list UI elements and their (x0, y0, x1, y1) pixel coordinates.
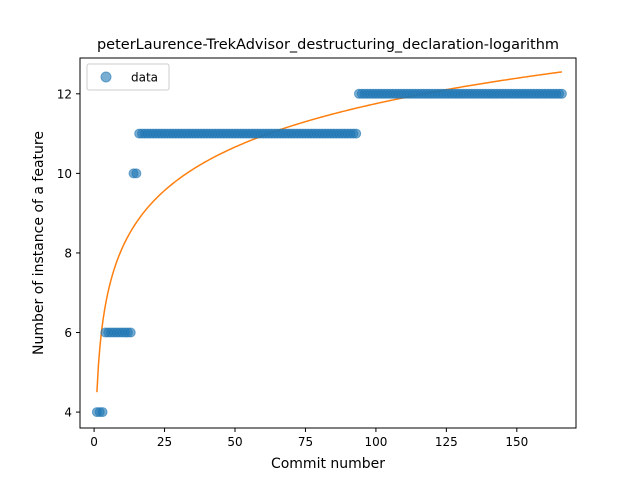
y-axis-label: Number of instance of a feature (31, 131, 47, 355)
data-point (131, 168, 142, 179)
x-tick-label: 75 (298, 435, 313, 449)
y-tick-label: 10 (57, 167, 72, 181)
data-point (97, 407, 108, 418)
axes-frame (79, 57, 577, 429)
ticks-layer: 0 25 50 75 100 125 150 4 6 8 10 12 (57, 87, 529, 449)
legend: data (86, 63, 170, 91)
x-tick-label: 150 (505, 435, 528, 449)
x-tick-label: 50 (227, 435, 242, 449)
fit-line-layer (96, 71, 563, 393)
x-tick-label: 0 (90, 435, 98, 449)
chart-title: peterLaurence-TrekAdvisor_destructuring_… (97, 37, 559, 53)
legend-marker-data (100, 71, 112, 83)
data-point (556, 88, 567, 99)
legend-label-data: data (131, 71, 158, 85)
y-tick-label: 8 (64, 246, 72, 260)
y-tick-label: 4 (64, 406, 72, 420)
data-point (125, 327, 136, 338)
x-tick-label: 125 (435, 435, 458, 449)
y-tick-label: 6 (64, 326, 72, 340)
data-point (351, 128, 362, 139)
x-axis-label: Commit number (271, 456, 385, 472)
legend-box (86, 63, 170, 91)
fit-line (96, 71, 563, 393)
y-tick-label: 12 (57, 87, 72, 101)
data-points-layer (91, 88, 567, 418)
x-tick-label: 100 (364, 435, 387, 449)
x-tick-label: 25 (157, 435, 172, 449)
